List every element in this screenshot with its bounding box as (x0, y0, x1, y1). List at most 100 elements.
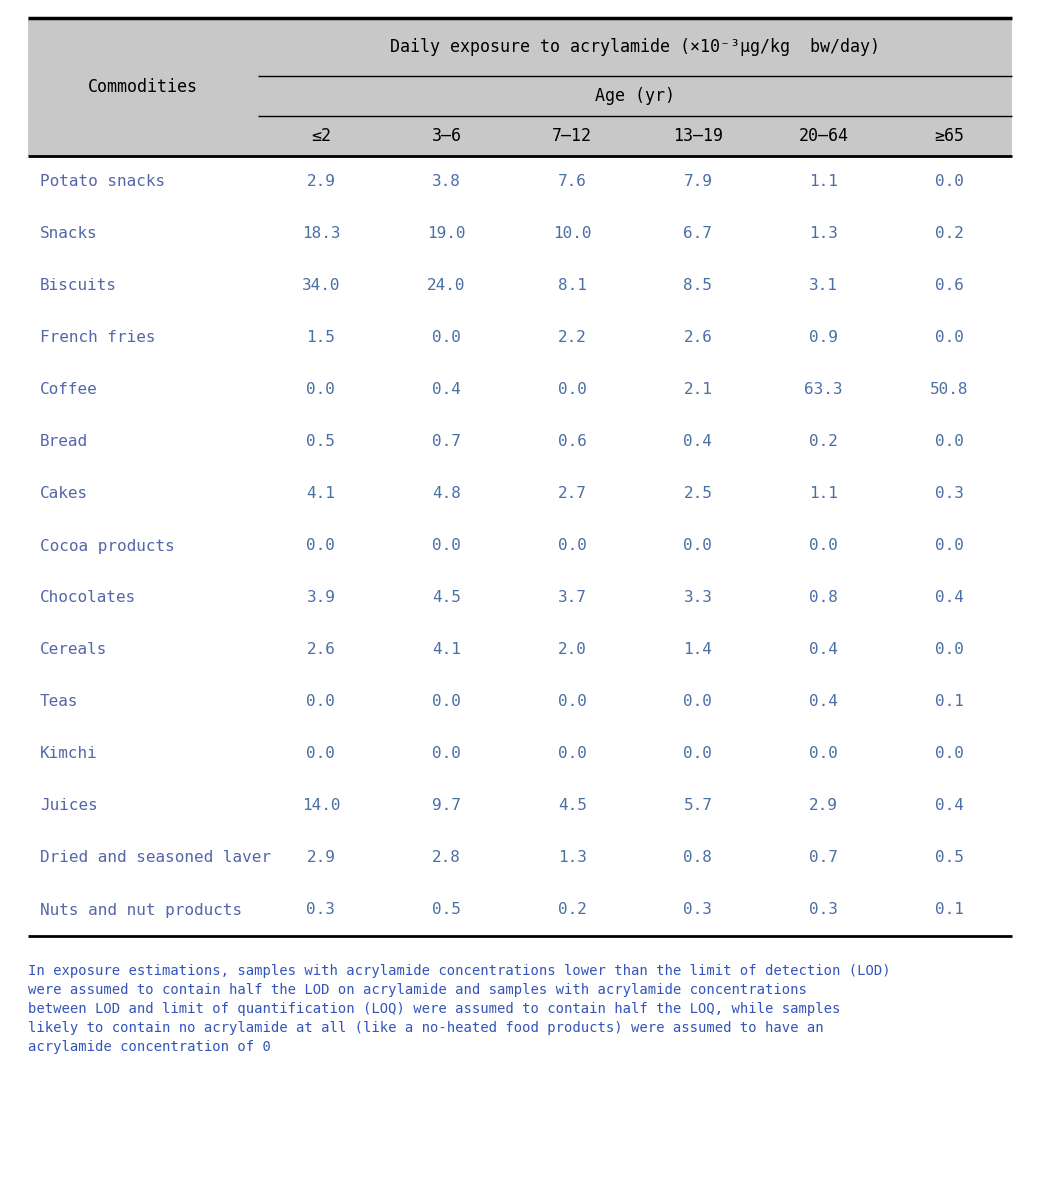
Text: Coffee: Coffee (40, 383, 98, 398)
Text: 0.7: 0.7 (809, 850, 838, 866)
Text: 0.2: 0.2 (557, 902, 587, 918)
Text: 0.8: 0.8 (683, 850, 712, 866)
Text: Daily exposure to acrylamide (×10⁻³μg/kg  bw/day): Daily exposure to acrylamide (×10⁻³μg/kg… (390, 38, 880, 56)
Text: Juices: Juices (40, 798, 98, 814)
Text: 0.2: 0.2 (935, 227, 964, 241)
Text: 2.1: 2.1 (683, 383, 712, 398)
Text: 50.8: 50.8 (930, 383, 968, 398)
Text: 2.9: 2.9 (307, 850, 335, 866)
Text: 14.0: 14.0 (302, 798, 340, 814)
Text: 0.1: 0.1 (935, 694, 964, 710)
Text: were assumed to contain half the LOD on acrylamide and samples with acrylamide c: were assumed to contain half the LOD on … (28, 983, 807, 997)
Text: 0.0: 0.0 (935, 642, 964, 658)
Text: 3.8: 3.8 (432, 175, 461, 189)
Text: 0.0: 0.0 (432, 539, 461, 554)
Text: 2.0: 2.0 (557, 642, 587, 658)
Text: Commodities: Commodities (88, 78, 198, 96)
Text: likely to contain no acrylamide at all (like a no-heated food products) were ass: likely to contain no acrylamide at all (… (28, 1022, 824, 1035)
Text: 1.1: 1.1 (809, 175, 838, 189)
Text: ≤2: ≤2 (311, 128, 331, 145)
Text: 18.3: 18.3 (302, 227, 340, 241)
Text: 20–64: 20–64 (799, 128, 849, 145)
Text: 4.5: 4.5 (557, 798, 587, 814)
Text: 0.8: 0.8 (809, 590, 838, 606)
Text: 0.4: 0.4 (683, 435, 712, 450)
Text: 0.0: 0.0 (432, 331, 461, 346)
Text: 0.5: 0.5 (307, 435, 335, 450)
Text: 1.5: 1.5 (307, 331, 335, 346)
Text: 0.0: 0.0 (935, 746, 964, 762)
Text: 1.3: 1.3 (809, 227, 838, 241)
Text: 3.9: 3.9 (307, 590, 335, 606)
Text: 0.0: 0.0 (935, 331, 964, 346)
Text: 0.2: 0.2 (809, 435, 838, 450)
Text: Biscuits: Biscuits (40, 279, 116, 294)
Text: Cakes: Cakes (40, 487, 88, 502)
Text: 1.3: 1.3 (557, 850, 587, 866)
Text: 8.5: 8.5 (683, 279, 712, 294)
Text: 2.6: 2.6 (307, 642, 335, 658)
Text: 6.7: 6.7 (683, 227, 712, 241)
Text: Kimchi: Kimchi (40, 746, 98, 762)
Text: ≥65: ≥65 (934, 128, 964, 145)
Text: 2.6: 2.6 (683, 331, 712, 346)
Text: 0.0: 0.0 (307, 746, 335, 762)
Text: Age (yr): Age (yr) (595, 87, 675, 105)
Text: 4.5: 4.5 (432, 590, 461, 606)
Text: Nuts and nut products: Nuts and nut products (40, 902, 242, 918)
Text: 4.8: 4.8 (432, 487, 461, 502)
Text: 1.4: 1.4 (683, 642, 712, 658)
Text: 7.6: 7.6 (557, 175, 587, 189)
Text: 13–19: 13–19 (673, 128, 723, 145)
Text: 0.0: 0.0 (809, 539, 838, 554)
Text: 0.0: 0.0 (809, 746, 838, 762)
Text: 0.0: 0.0 (557, 746, 587, 762)
Text: 24.0: 24.0 (427, 279, 466, 294)
Text: 19.0: 19.0 (427, 227, 466, 241)
Text: Cereals: Cereals (40, 642, 107, 658)
Text: 0.0: 0.0 (683, 694, 712, 710)
Text: 3.7: 3.7 (557, 590, 587, 606)
Text: 0.3: 0.3 (809, 902, 838, 918)
Text: 0.0: 0.0 (432, 694, 461, 710)
Text: 0.4: 0.4 (432, 383, 461, 398)
Text: acrylamide concentration of 0: acrylamide concentration of 0 (28, 1040, 270, 1053)
Text: 0.3: 0.3 (683, 902, 712, 918)
Text: 0.0: 0.0 (683, 539, 712, 554)
Text: 0.9: 0.9 (809, 331, 838, 346)
Text: 0.0: 0.0 (557, 383, 587, 398)
Text: 3–6: 3–6 (432, 128, 462, 145)
Text: between LOD and limit of quantification (LOQ) were assumed to contain half the L: between LOD and limit of quantification … (28, 1001, 840, 1016)
Text: 0.1: 0.1 (935, 902, 964, 918)
Text: 0.7: 0.7 (432, 435, 461, 450)
Text: Bread: Bread (40, 435, 88, 450)
Text: 0.0: 0.0 (683, 746, 712, 762)
Text: 4.1: 4.1 (432, 642, 461, 658)
Text: 4.1: 4.1 (307, 487, 335, 502)
Text: 2.7: 2.7 (557, 487, 587, 502)
Text: Chocolates: Chocolates (40, 590, 136, 606)
Text: 0.4: 0.4 (809, 642, 838, 658)
Text: 0.4: 0.4 (935, 590, 964, 606)
Text: French fries: French fries (40, 331, 156, 346)
Text: Teas: Teas (40, 694, 78, 710)
Text: 10.0: 10.0 (553, 227, 592, 241)
Text: 0.0: 0.0 (935, 435, 964, 450)
Text: 0.0: 0.0 (307, 383, 335, 398)
Text: 1.1: 1.1 (809, 487, 838, 502)
Text: 0.5: 0.5 (432, 902, 461, 918)
Text: Dried and seasoned laver: Dried and seasoned laver (40, 850, 271, 866)
Text: 0.6: 0.6 (557, 435, 587, 450)
Text: 0.0: 0.0 (557, 694, 587, 710)
Text: 0.0: 0.0 (557, 539, 587, 554)
Text: 0.3: 0.3 (935, 487, 964, 502)
Text: Cocoa products: Cocoa products (40, 539, 175, 554)
Bar (28, 18, 1012, 156)
Text: 2.2: 2.2 (557, 331, 587, 346)
Text: 0.0: 0.0 (307, 694, 335, 710)
Text: Potato snacks: Potato snacks (40, 175, 165, 189)
Text: 0.0: 0.0 (935, 539, 964, 554)
Text: 0.6: 0.6 (935, 279, 964, 294)
Text: 2.9: 2.9 (809, 798, 838, 814)
Text: 3.1: 3.1 (809, 279, 838, 294)
